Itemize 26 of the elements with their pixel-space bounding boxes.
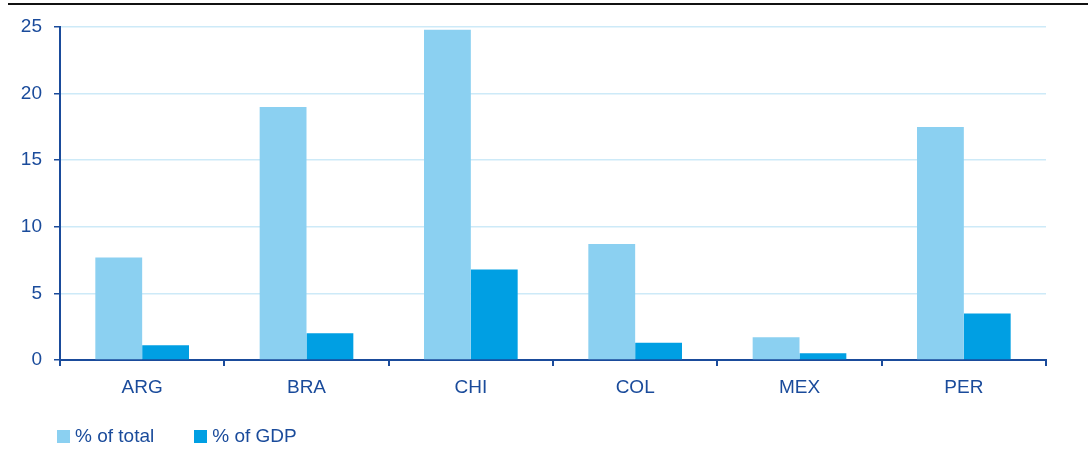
x-tick-label: BRA [286,375,327,397]
bar [142,345,189,360]
legend-label: % of total [75,425,155,447]
y-tick-label: 10 [20,215,42,237]
y-tick-label: 0 [31,348,42,370]
bar [306,333,354,360]
bar [588,244,636,360]
x-tick-label: ARG [121,375,163,397]
x-tick-label: COL [615,375,655,397]
bar [95,257,143,360]
bar [635,342,682,360]
bar [470,269,518,360]
x-tick-label: PER [944,375,984,397]
y-tick-label: 5 [31,281,42,303]
bar [963,313,1011,360]
legend-label: % of GDP [212,425,297,447]
bar [752,337,800,360]
x-tick-label: MEX [778,375,821,397]
y-tick-label: 15 [20,148,42,170]
bar [424,29,471,360]
bar [917,126,964,360]
bar [259,106,307,360]
y-tick-label: 20 [20,81,42,103]
bar [799,353,847,360]
y-tick-label: 25 [20,15,42,37]
x-tick-label: CHI [454,375,488,397]
